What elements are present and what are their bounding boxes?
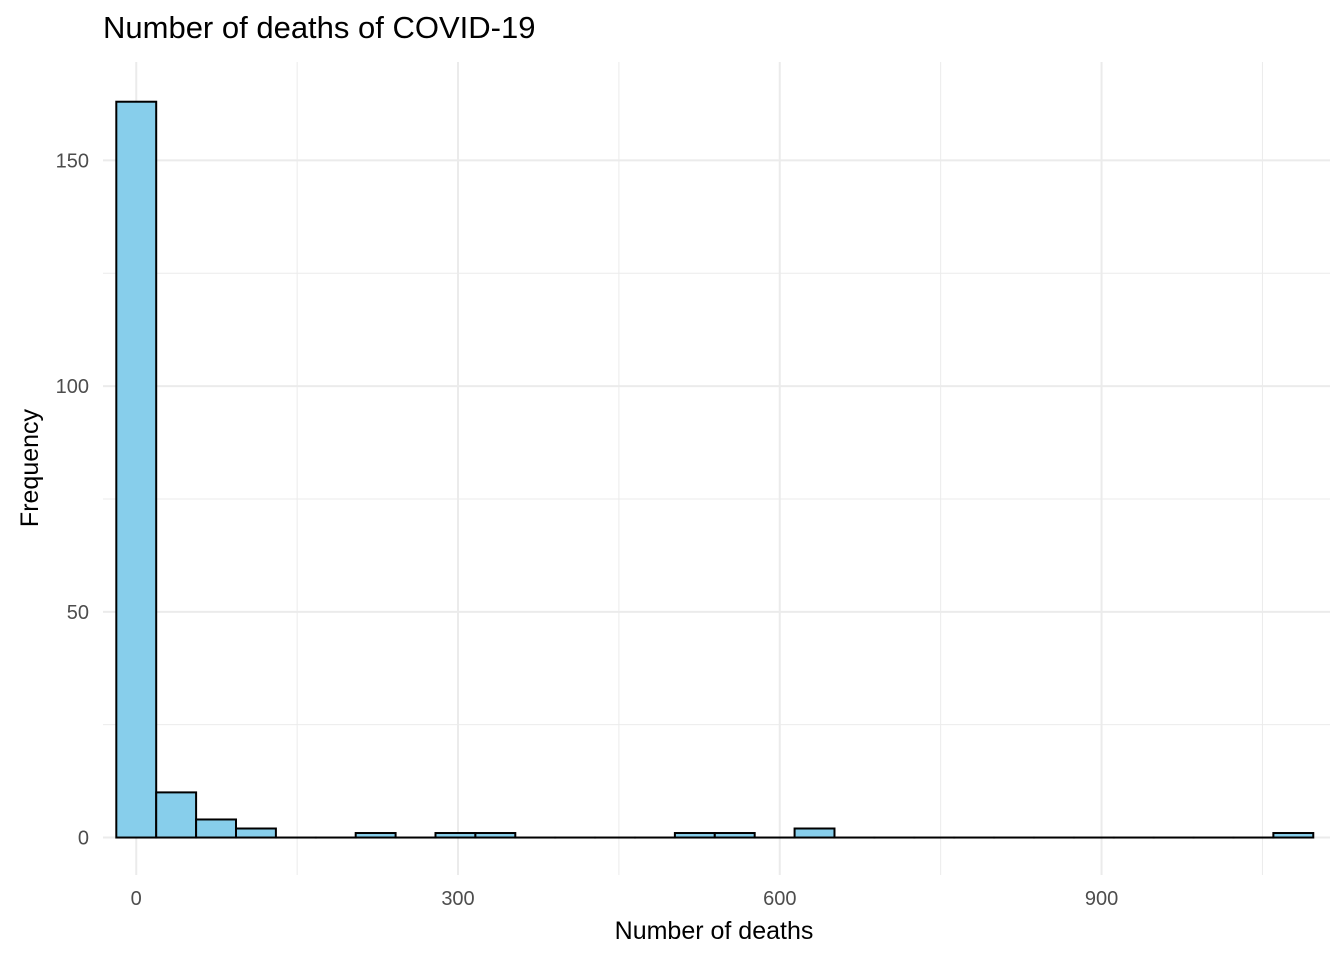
- histogram-bar: [474, 832, 517, 839]
- histogram-bar: [115, 100, 158, 839]
- histogram-bars: [115, 100, 1315, 839]
- x-tick-label: 900: [1085, 888, 1118, 910]
- histogram-bar: [234, 827, 277, 839]
- histogram-bar: [195, 818, 237, 839]
- y-axis-title: Frequency: [16, 408, 44, 527]
- axis-tick-labels: 0 300 600 900 0 50 100 150: [56, 150, 1119, 910]
- histogram-bar: [673, 832, 716, 839]
- histogram-bar: [434, 832, 477, 839]
- histogram-bar: [713, 832, 756, 839]
- chart-title: Number of deaths of COVID-19: [103, 10, 536, 45]
- histogram-bar: [155, 791, 198, 839]
- x-axis-title: Number of deaths: [615, 917, 814, 945]
- x-tick-label: 0: [131, 888, 142, 910]
- histogram-bar: [354, 832, 397, 839]
- y-tick-label: 0: [78, 828, 89, 850]
- y-tick-label: 100: [56, 376, 89, 398]
- grid-lines: [103, 62, 1330, 875]
- histogram-bar: [1272, 832, 1315, 839]
- y-tick-label: 50: [67, 602, 89, 624]
- x-tick-label: 300: [441, 888, 474, 910]
- histogram-bar: [793, 827, 836, 839]
- x-tick-label: 600: [763, 888, 796, 910]
- y-tick-label: 150: [56, 150, 89, 172]
